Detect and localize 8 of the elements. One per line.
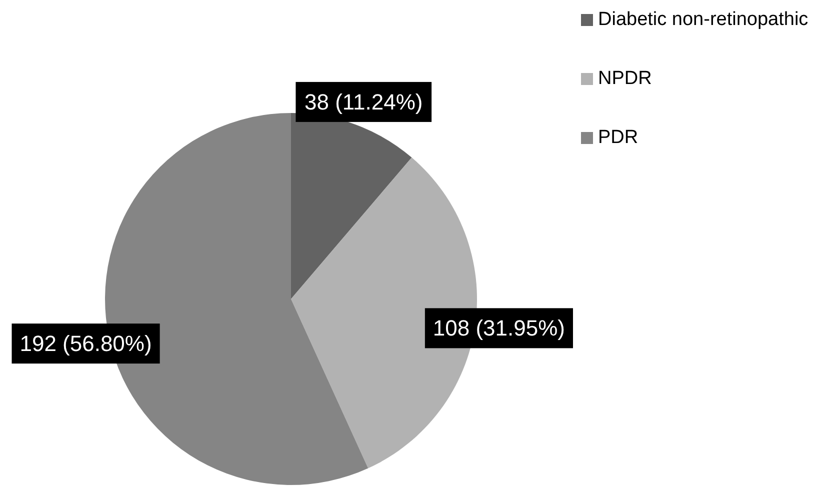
- pie-slice: [291, 158, 477, 468]
- pie-slice: [291, 113, 412, 299]
- data-label: 38 (11.24%): [304, 89, 423, 114]
- data-label: 192 (56.80%): [20, 331, 152, 356]
- legend-label: NPDR: [598, 68, 652, 90]
- legend-label: Diabetic non-retinopathic: [598, 9, 808, 31]
- data-label: 108 (31.95%): [432, 316, 566, 341]
- legend-label: PDR: [598, 127, 638, 149]
